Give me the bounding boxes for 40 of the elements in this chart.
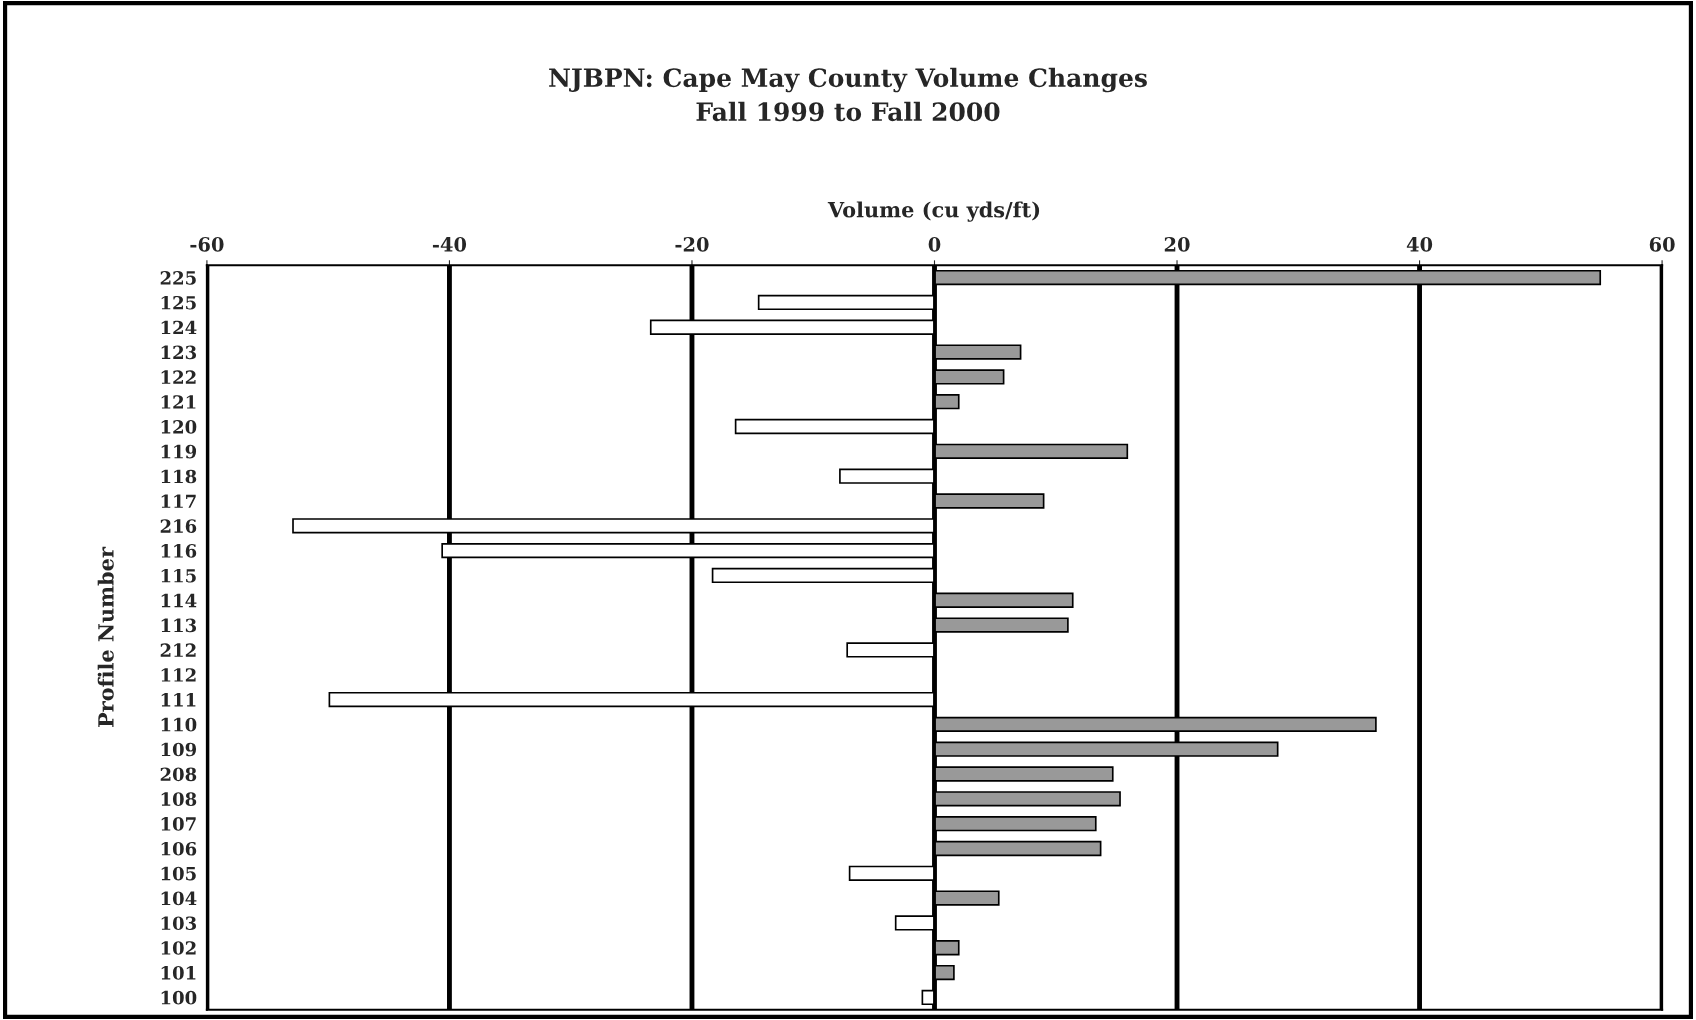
x-axis-title: Volume (cu yds/ft) [827,201,1040,222]
y-tick-label: 118 [161,469,197,484]
chart-title: NJBPN: Cape May County Volume Changes Fall 1999 to Fall 2000 [549,67,1147,122]
y-tick-label: 108 [161,792,197,806]
y-tick-label: 104 [161,891,197,906]
y-tick-label: 122 [161,370,196,384]
y-axis-title: Profile Number [97,546,114,727]
y-tick-label: 216 [160,519,197,533]
y-tick-label: 106 [161,841,197,856]
y-tick-label: 114 [161,593,197,608]
x-tick-label: 0 [928,237,941,252]
y-tick-label: 113 [161,618,197,633]
y-tick-label: 225 [160,271,196,285]
y-tick-label: 102 [161,941,196,955]
y-tick-label: 124 [161,320,197,335]
y-tick-label: 111 [161,693,196,707]
x-tick-label: 20 [1164,237,1190,252]
y-tick-label: 103 [161,916,197,931]
y-tick-label: 121 [161,395,196,409]
y-tick-label: 125 [161,295,196,310]
x-tick-label: -40 [432,237,467,252]
x-tick-label: -60 [190,237,224,252]
y-tick-label: 120 [161,419,197,434]
x-tick-label: 40 [1406,237,1433,252]
y-tick-label: 110 [161,717,197,732]
x-tick-label: 60 [1649,237,1675,252]
y-tick-label: 101 [161,966,196,980]
y-tick-label: 109 [161,742,197,757]
y-tick-label: 123 [161,345,197,360]
y-tick-label: 212 [160,643,196,657]
y-tick-label: 100 [161,990,197,1005]
y-tick-label: 107 [161,817,196,831]
x-tick-label: -20 [675,237,709,252]
y-tick-label: 115 [161,568,196,583]
y-tick-label: 119 [161,444,197,459]
y-tick-label: 208 [160,767,197,782]
y-tick-label: 116 [161,544,197,558]
y-tick-label: 117 [161,494,196,508]
y-tick-label: 105 [161,866,196,881]
y-tick-label: 112 [161,668,196,682]
